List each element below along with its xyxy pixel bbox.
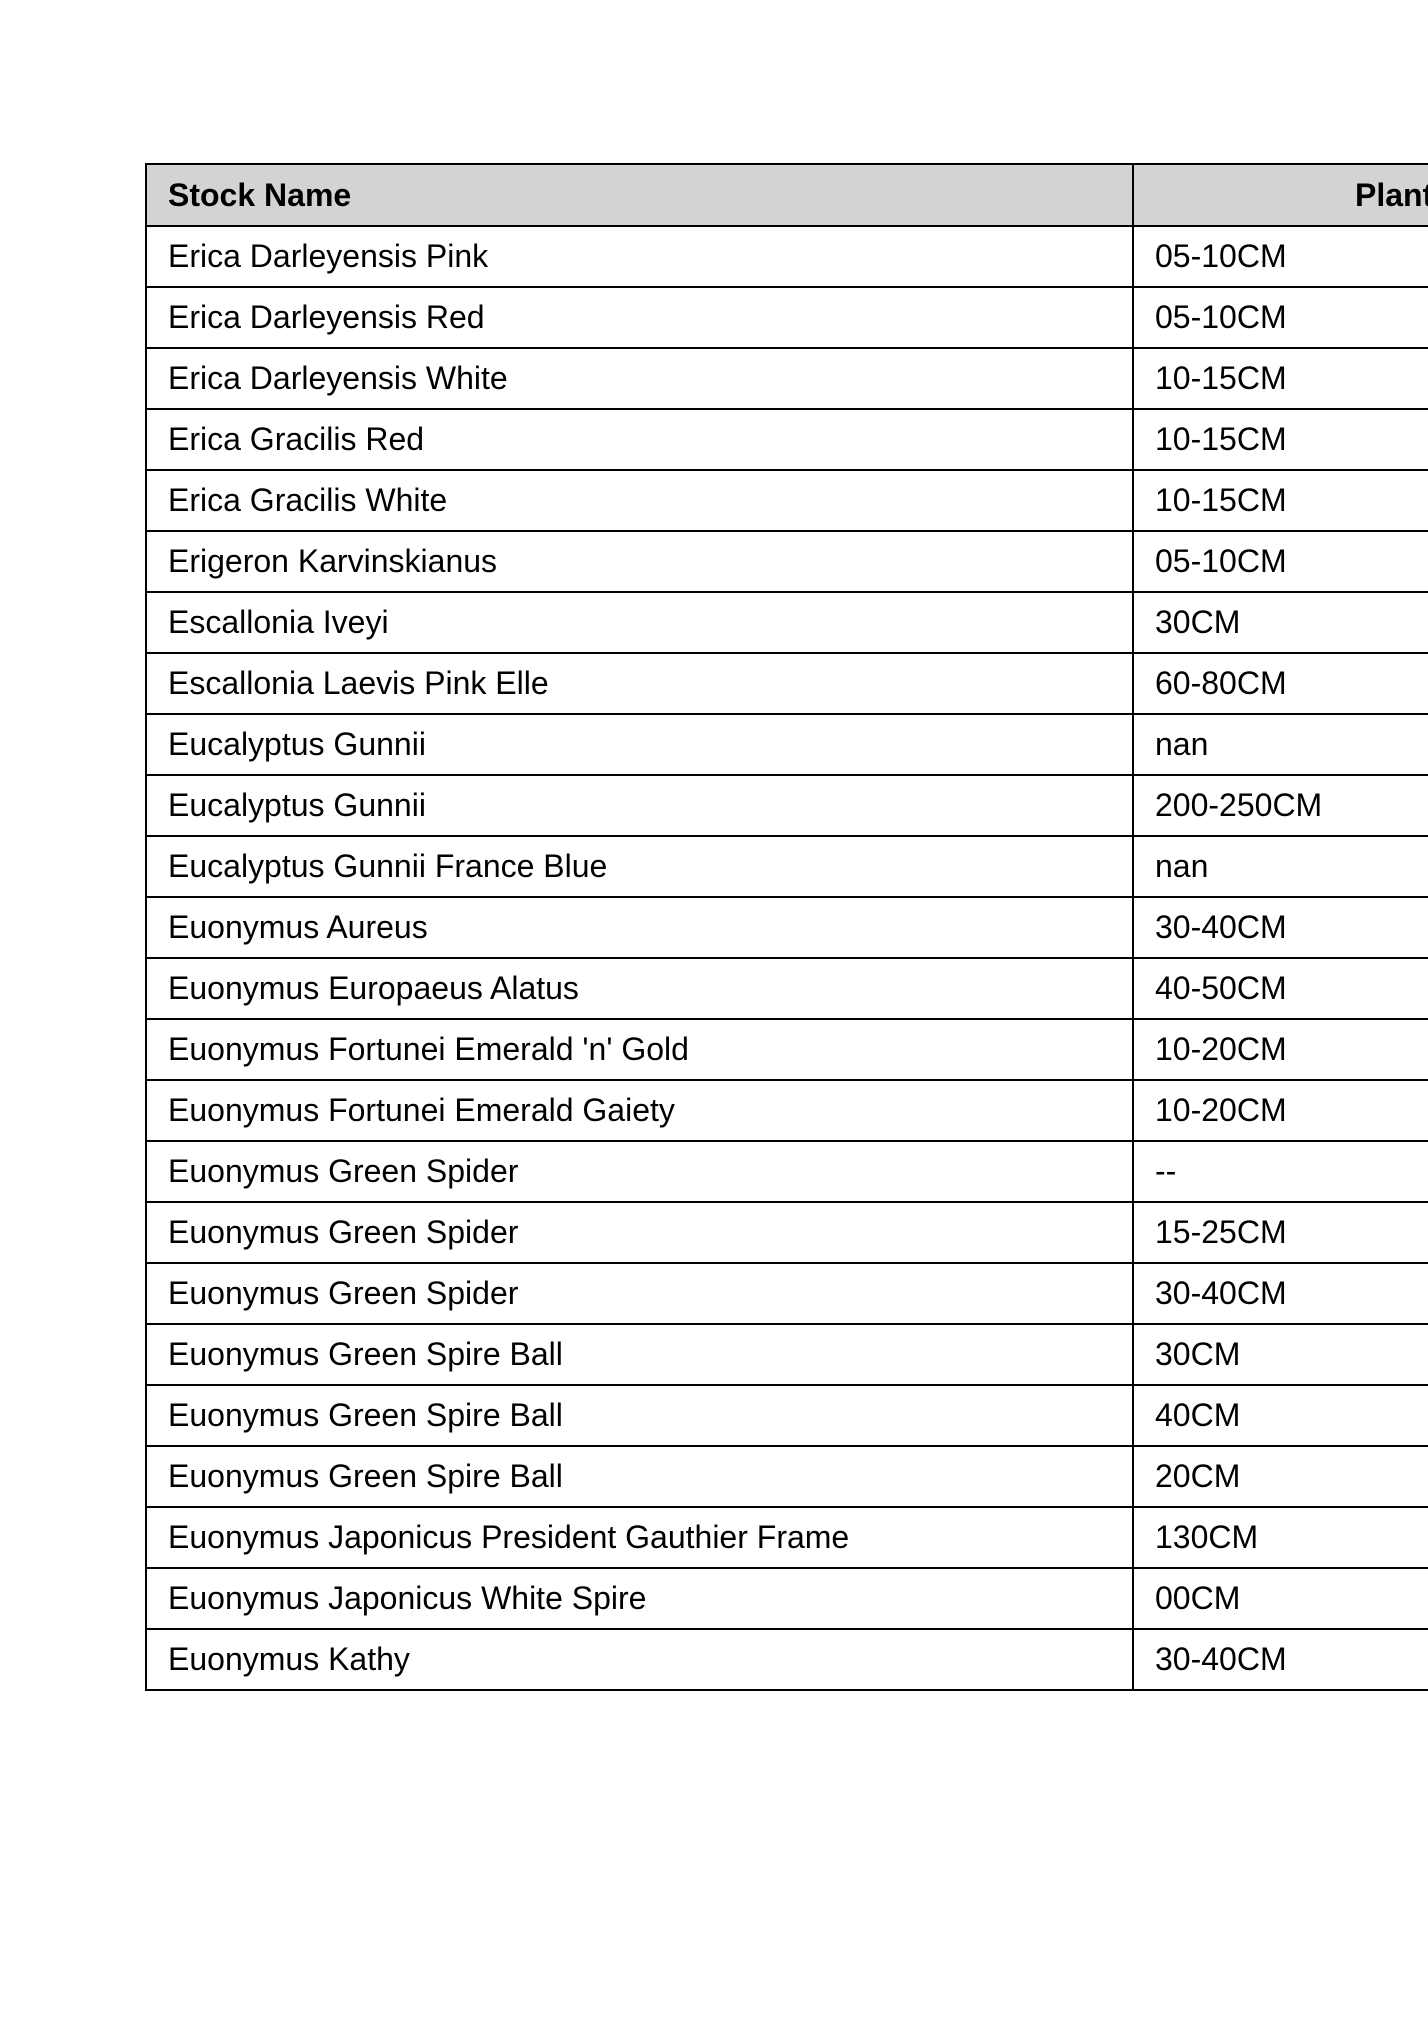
stock-name-cell: Eucalyptus Gunnii France Blue <box>145 835 1134 898</box>
plant-size-cell: 40CM <box>1132 1384 1428 1447</box>
stock-name-cell: Euonymus Green Spire Ball <box>145 1323 1134 1386</box>
plant-size-cell: 10-15CM <box>1132 347 1428 410</box>
stock-name-cell: Euonymus Green Spire Ball <box>145 1384 1134 1447</box>
table-row: Escallonia Laevis Pink Elle 60-80CM <box>145 652 1428 715</box>
plant-size-cell: 30CM <box>1132 1323 1428 1386</box>
table-row: Erigeron Karvinskianus 05-10CM <box>145 530 1428 593</box>
table-row: Euonymus Japonicus President Gauthier Fr… <box>145 1506 1428 1569</box>
table-row: Euonymus Fortunei Emerald Gaiety 10-20CM <box>145 1079 1428 1142</box>
plant-size-cell: 30-40CM <box>1132 1262 1428 1325</box>
plant-size-cell: 10-20CM <box>1132 1018 1428 1081</box>
table-row: Euonymus Japonicus White Spire 00CM <box>145 1567 1428 1630</box>
stock-name-cell: Euonymus Aureus <box>145 896 1134 959</box>
plant-size-cell: 00CM <box>1132 1567 1428 1630</box>
plant-size-cell: 30CM <box>1132 591 1428 654</box>
stock-table-clip-region: Stock Name Plant Erica Darleyensis Pink 0… <box>145 163 1428 1708</box>
stock-name-cell: Escallonia Laevis Pink Elle <box>145 652 1134 715</box>
stock-name-cell: Erica Darleyensis Pink <box>145 225 1134 288</box>
stock-name-cell: Euonymus Fortunei Emerald Gaiety <box>145 1079 1134 1142</box>
column-header-plant-size: Plant <box>1132 163 1428 227</box>
plant-size-cell: 60-80CM <box>1132 652 1428 715</box>
plant-size-cell: 200-250CM <box>1132 774 1428 837</box>
plant-size-cell: 130CM <box>1132 1506 1428 1569</box>
stock-name-cell: Euonymus Green Spider <box>145 1262 1134 1325</box>
table-row: Escallonia Iveyi 30CM <box>145 591 1428 654</box>
table-row: Euonymus Aureus 30-40CM <box>145 896 1428 959</box>
table-row: Euonymus Europaeus Alatus 40-50CM <box>145 957 1428 1020</box>
stock-name-cell: Euonymus Kathy <box>145 1628 1134 1691</box>
table-row: Euonymus Green Spire Ball 40CM <box>145 1384 1428 1447</box>
table-row: Euonymus Green Spider 30-40CM <box>145 1262 1428 1325</box>
stock-name-cell: Euonymus Green Spider <box>145 1201 1134 1264</box>
plant-size-cell: 30-40CM <box>1132 896 1428 959</box>
stock-name-cell: Euonymus Green Spider <box>145 1140 1134 1203</box>
table-row: Euonymus Green Spider -- <box>145 1140 1428 1203</box>
plant-size-cell: nan <box>1132 835 1428 898</box>
table-row: Euonymus Green Spider 15-25CM <box>145 1201 1428 1264</box>
plant-size-cell: nan <box>1132 713 1428 776</box>
table-row: Eucalyptus Gunnii France Blue nan <box>145 835 1428 898</box>
plant-size-cell: 20CM <box>1132 1445 1428 1508</box>
table-row: Erica Darleyensis White 10-15CM <box>145 347 1428 410</box>
table-row: Euonymus Fortunei Emerald 'n' Gold 10-20C… <box>145 1018 1428 1081</box>
table-header: Stock Name Plant <box>145 163 1428 227</box>
plant-size-cell: 10-20CM <box>1132 1079 1428 1142</box>
table-row: Eucalyptus Gunnii 200-250CM <box>145 774 1428 837</box>
table-row: Eucalyptus Gunnii nan <box>145 713 1428 776</box>
stock-name-cell: Escallonia Iveyi <box>145 591 1134 654</box>
table-row: Erica Darleyensis Red 05-10CM <box>145 286 1428 349</box>
stock-name-cell: Erigeron Karvinskianus <box>145 530 1134 593</box>
stock-name-cell: Euonymus Europaeus Alatus <box>145 957 1134 1020</box>
stock-name-cell: Euonymus Fortunei Emerald 'n' Gold <box>145 1018 1134 1081</box>
stock-name-cell: Erica Gracilis White <box>145 469 1134 532</box>
table-row: Euonymus Green Spire Ball 20CM <box>145 1445 1428 1508</box>
table-row: Euonymus Kathy 30-40CM <box>145 1628 1428 1691</box>
plant-size-cell: 05-10CM <box>1132 286 1428 349</box>
plant-size-cell: 15-25CM <box>1132 1201 1428 1264</box>
plant-size-cell: 10-15CM <box>1132 408 1428 471</box>
plant-size-cell: -- <box>1132 1140 1428 1203</box>
plant-size-cell: 05-10CM <box>1132 225 1428 288</box>
plant-size-cell: 30-40CM <box>1132 1628 1428 1691</box>
stock-name-cell: Eucalyptus Gunnii <box>145 774 1134 837</box>
table-row: Erica Gracilis Red 10-15CM <box>145 408 1428 471</box>
stock-name-cell: Erica Gracilis Red <box>145 408 1134 471</box>
stock-table: Stock Name Plant Erica Darleyensis Pink 0… <box>145 163 1428 1691</box>
stock-name-cell: Eucalyptus Gunnii <box>145 713 1134 776</box>
table-body: Erica Darleyensis Pink 05-10CM Erica Darle… <box>145 225 1428 1691</box>
header-row: Stock Name Plant <box>145 163 1428 227</box>
table-row: Euonymus Green Spire Ball 30CM <box>145 1323 1428 1386</box>
stock-name-cell: Euonymus Japonicus White Spire <box>145 1567 1134 1630</box>
table-row: Erica Gracilis White 10-15CM <box>145 469 1428 532</box>
stock-name-cell: Euonymus Green Spire Ball <box>145 1445 1134 1508</box>
stock-name-cell: Erica Darleyensis Red <box>145 286 1134 349</box>
stock-name-cell: Euonymus Japonicus President Gauthier Fr… <box>145 1506 1134 1569</box>
table-row: Erica Darleyensis Pink 05-10CM <box>145 225 1428 288</box>
plant-size-cell: 05-10CM <box>1132 530 1428 593</box>
column-header-stock-name: Stock Name <box>145 163 1134 227</box>
plant-size-cell: 40-50CM <box>1132 957 1428 1020</box>
stock-name-cell: Erica Darleyensis White <box>145 347 1134 410</box>
plant-size-cell: 10-15CM <box>1132 469 1428 532</box>
